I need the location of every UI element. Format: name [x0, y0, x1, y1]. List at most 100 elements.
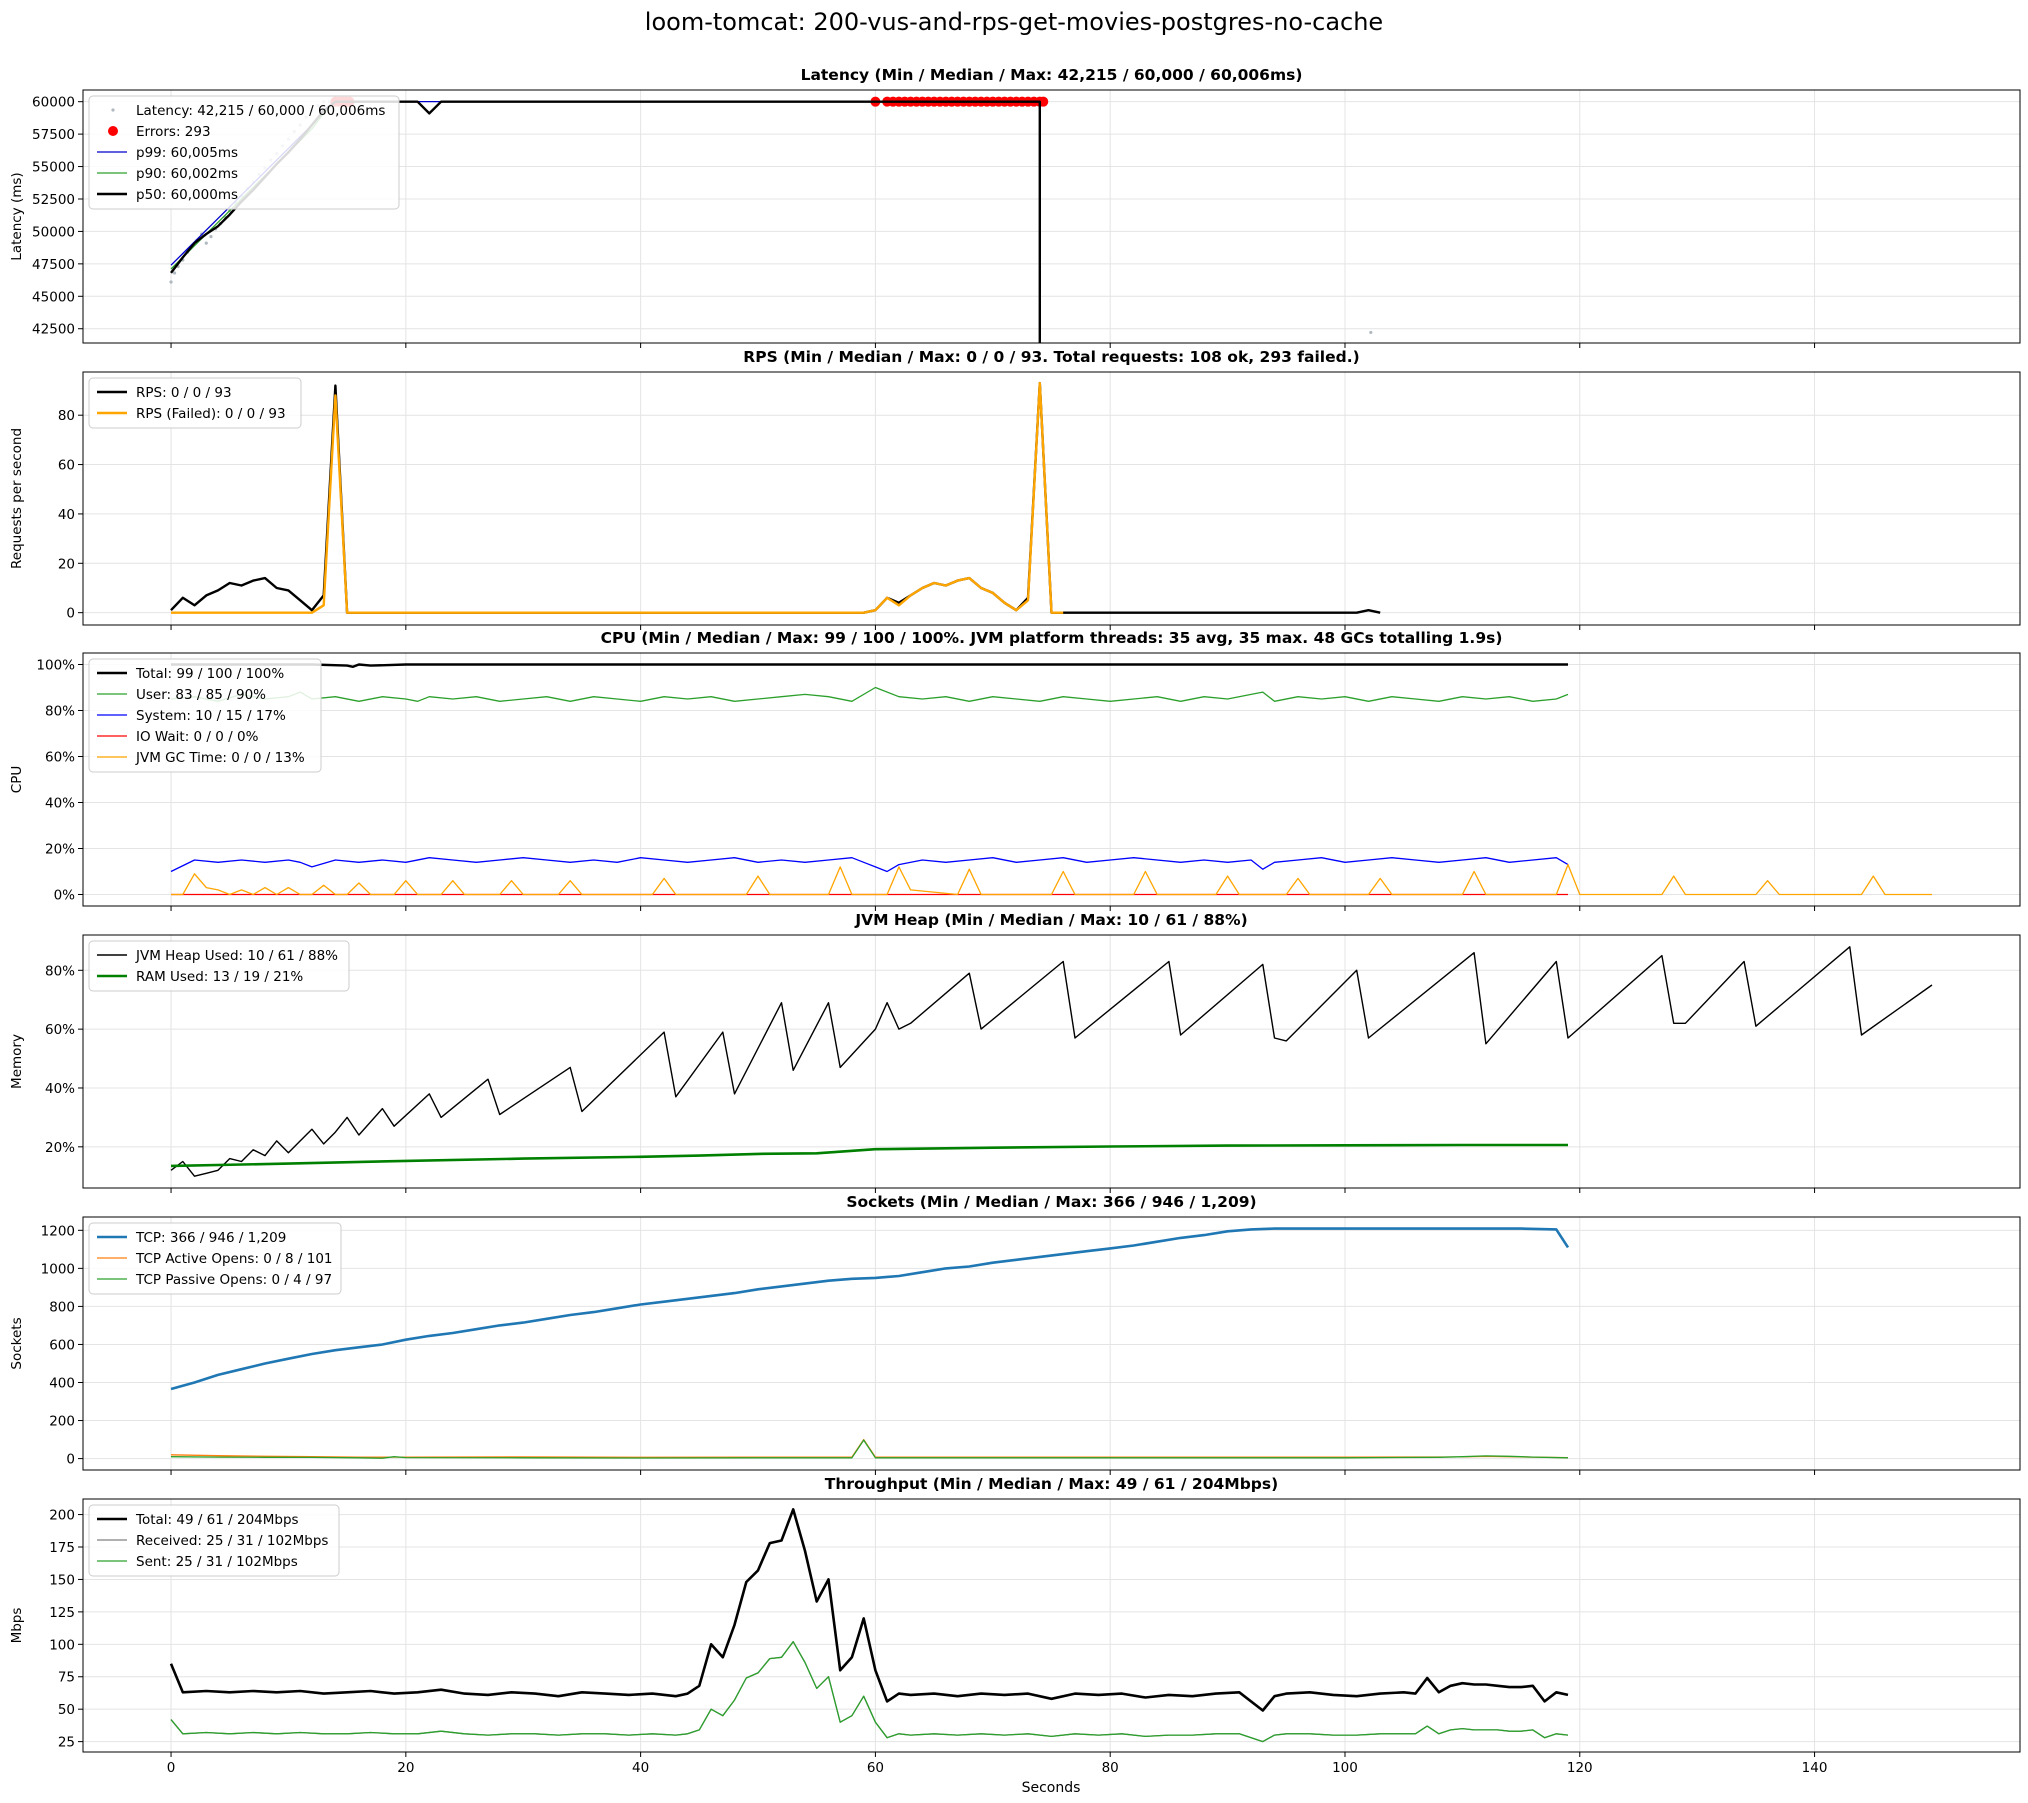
y-tick-label: 40%	[45, 796, 75, 812]
legend-box	[88, 658, 322, 773]
y-tick-label: 20	[58, 556, 75, 572]
series-line-rps-1	[171, 381, 1064, 614]
series-line-cpu-1	[170, 686, 1569, 702]
y-tick-label: 600	[49, 1337, 75, 1353]
y-tick-label: 25	[58, 1735, 75, 1751]
y-axis-label: Memory	[9, 1034, 25, 1089]
x-tick-label: 120	[1567, 1760, 1593, 1776]
legend-label: User: 83 / 85 / 90%	[136, 687, 266, 703]
y-tick-label: 60%	[45, 750, 75, 766]
figure-title: loom-tomcat: 200-vus-and-rps-get-movies-…	[645, 8, 1383, 36]
x-tick-label: 100	[1332, 1760, 1358, 1776]
legend-box	[88, 1504, 340, 1577]
plot-area	[170, 1227, 1570, 1459]
y-axis-label: Latency (ms)	[9, 172, 25, 260]
legend-label: RAM Used: 13 / 19 / 21%	[136, 969, 303, 985]
y-tick-label: 200	[49, 1414, 75, 1430]
y-axis-label: Sockets	[9, 1317, 25, 1369]
series-line-throughput-0	[169, 1508, 1569, 1712]
y-tick-label: 52500	[32, 192, 75, 208]
legend: TCP: 366 / 946 / 1,209 TCP Active Opens: …	[88, 1222, 342, 1295]
scatter-point	[172, 271, 177, 275]
y-tick-label: 75	[58, 1670, 75, 1686]
series-line-heap-1	[170, 1143, 1568, 1168]
legend-label: Latency: 42,215 / 60,000 / 60,006ms	[136, 103, 385, 119]
x-tick-label: 40	[632, 1760, 649, 1776]
plot-area	[170, 381, 1381, 614]
x-tick-label: 60	[867, 1760, 884, 1776]
legend-box	[88, 377, 302, 429]
y-tick-label: 20%	[45, 842, 75, 858]
legend-marker	[108, 126, 118, 136]
y-tick-label: 55000	[32, 160, 75, 176]
scatter-point	[209, 235, 213, 239]
axes-frame	[82, 934, 2021, 1189]
chart-panel-latency: 42500 45000 47500 50000 52500 55000 57500 60000…	[9, 66, 2021, 348]
y-tick-label: 45000	[32, 289, 75, 305]
y-tick-label: 40%	[45, 1081, 75, 1097]
series-line-cpu-2	[170, 857, 1569, 873]
y-tick-label: 0%	[54, 888, 76, 904]
y-tick-label: 50	[58, 1702, 75, 1718]
y-tick-label: 1200	[41, 1223, 75, 1239]
legend-label: TCP Passive Opens: 0 / 4 / 97	[135, 1272, 332, 1288]
legend-label: RPS (Failed): 0 / 0 / 93	[136, 406, 286, 422]
y-tick-label: 60	[58, 458, 75, 474]
y-tick-label: 125	[49, 1605, 75, 1621]
x-tick-label: 0	[167, 1760, 176, 1776]
y-tick-label: 100	[49, 1637, 75, 1653]
series-line-sockets-2	[170, 1439, 1569, 1459]
axes-frame	[82, 652, 2021, 907]
plot-area	[170, 946, 1933, 1177]
legend-label: System: 10 / 15 / 17%	[136, 708, 286, 724]
chart-panel-throughput: 0 20 40 60 80 100 120 140 25 50 75 100 125 150 175 200 T…	[9, 1475, 2021, 1776]
chart-title: Throughput (Min / Median / Max: 49 / 61 …	[825, 1475, 1278, 1493]
scatter-point	[204, 241, 208, 245]
chart-title: Sockets (Min / Median / Max: 366 / 946 /…	[846, 1193, 1256, 1211]
axes-frame	[82, 1498, 2021, 1753]
legend-label: Total: 99 / 100 / 100%	[135, 666, 284, 682]
y-tick-label: 60%	[45, 1022, 75, 1038]
chart-title: JVM Heap (Min / Median / Max: 10 / 61 / …	[854, 911, 1247, 929]
y-tick-label: 175	[49, 1540, 75, 1556]
y-tick-label: 200	[49, 1508, 75, 1524]
legend-label: TCP Active Opens: 0 / 8 / 101	[135, 1251, 333, 1267]
axes-frame	[82, 1216, 2021, 1471]
legend-box	[88, 95, 400, 210]
y-axis-label: CPU	[9, 766, 25, 793]
y-tick-label: 0	[66, 1452, 75, 1468]
chart-panel-sockets: 0 200 400 600 800 1000 1200 Sockets (Min / Medi…	[9, 1193, 2021, 1475]
y-axis-label: Mbps	[9, 1608, 25, 1644]
legend-label: Sent: 25 / 31 / 102Mbps	[136, 1554, 298, 1570]
chart-title: CPU (Min / Median / Max: 99 / 100 / 100%…	[601, 629, 1503, 647]
legend-label: JVM Heap Used: 10 / 61 / 88%	[135, 948, 338, 964]
chart-panel-rps: 0 20 40 60 80 RPS (Min / Median / Max: 0 / 0 …	[9, 348, 2021, 630]
y-tick-label: 150	[49, 1572, 75, 1588]
y-tick-label: 0	[66, 606, 75, 622]
chart-panel-heap: 20% 40% 60% 80% JVM Heap (Min / Median / Max…	[9, 911, 2021, 1193]
x-tick-label: 140	[1802, 1760, 1828, 1776]
legend: RPS: 0 / 0 / 93 RPS (Failed): 0 / 0 / 93	[88, 377, 302, 429]
series-line-heap-0	[170, 946, 1933, 1177]
y-tick-label: 60000	[32, 95, 75, 111]
y-tick-label: 400	[49, 1375, 75, 1391]
legend-label: p99: 60,005ms	[136, 145, 238, 161]
scatter-point	[1369, 330, 1373, 335]
y-tick-label: 100%	[36, 658, 75, 674]
legend-label: TCP: 366 / 946 / 1,209	[135, 1230, 286, 1246]
axes-frame	[82, 371, 2021, 626]
y-tick-label: 800	[49, 1299, 75, 1315]
legend: Latency: 42,215 / 60,000 / 60,006ms Error…	[88, 95, 400, 210]
x-tick-label: 80	[1102, 1760, 1119, 1776]
y-tick-label: 80%	[45, 704, 75, 720]
legend-label: JVM GC Time: 0 / 0 / 13%	[135, 750, 305, 766]
y-axis-label: Requests per second	[9, 428, 25, 569]
legend-label: RPS: 0 / 0 / 93	[136, 385, 232, 401]
legend: Total: 99 / 100 / 100% User: 83 / 85 / 90…	[88, 658, 322, 773]
legend-label: Total: 49 / 61 / 204Mbps	[135, 1512, 299, 1528]
series-line-cpu-4	[171, 863, 1932, 896]
y-tick-label: 80%	[45, 963, 75, 979]
axes-frame	[82, 89, 2021, 344]
legend-label: p90: 60,002ms	[136, 166, 238, 182]
